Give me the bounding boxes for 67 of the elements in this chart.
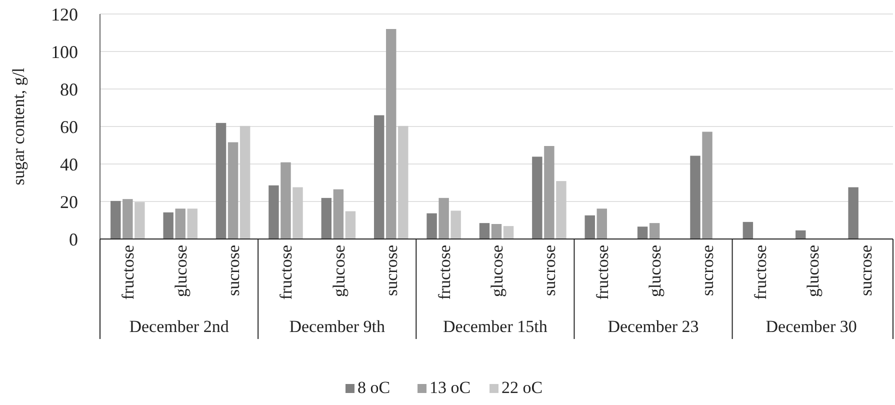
bar xyxy=(742,222,754,239)
bar xyxy=(292,187,303,239)
bar xyxy=(216,122,226,239)
bar xyxy=(544,146,554,239)
x-tick-label: fructose xyxy=(276,245,296,300)
bar xyxy=(690,156,700,239)
text: December 9th xyxy=(289,317,386,336)
text: December 15th xyxy=(443,317,548,336)
y-tick-label: 40 xyxy=(60,154,78,174)
bar xyxy=(479,223,490,239)
bar xyxy=(398,126,408,239)
legend-label: 8 oC xyxy=(358,378,390,397)
bar xyxy=(333,189,344,239)
bar xyxy=(796,230,806,239)
x-tick-label: fructose xyxy=(118,245,138,300)
x-tick-label: glucose xyxy=(329,245,348,297)
bar xyxy=(556,181,566,239)
x-tick-label: fructose xyxy=(592,245,612,300)
legend-label: 22 oC xyxy=(502,378,543,397)
bar xyxy=(110,200,121,239)
bar xyxy=(596,208,607,239)
bar xyxy=(491,224,502,239)
bar xyxy=(134,202,145,239)
y-tick-label: 0 xyxy=(69,229,78,250)
bar xyxy=(187,208,198,239)
bar xyxy=(345,211,356,239)
x-tick-label: glucose xyxy=(646,245,665,297)
x-tick-label: glucose xyxy=(804,245,823,297)
bar xyxy=(386,29,396,239)
bar xyxy=(637,226,648,239)
bar xyxy=(649,223,660,239)
x-tick-label: glucose xyxy=(487,245,506,297)
bar xyxy=(240,126,250,239)
bar xyxy=(228,142,238,239)
y-tick-label: 120 xyxy=(51,4,78,24)
bar xyxy=(584,215,595,239)
bar xyxy=(280,162,291,239)
x-tick-label: fructose xyxy=(750,245,770,300)
bar xyxy=(321,198,332,239)
text: December 30 xyxy=(766,317,857,336)
y-tick-label: 80 xyxy=(60,79,78,100)
bar xyxy=(532,156,542,239)
text: December 23 xyxy=(608,317,699,336)
y-tick-label: 60 xyxy=(60,116,78,137)
x-tick-label: sucrose xyxy=(698,245,718,296)
bar xyxy=(426,213,437,239)
y-axis-title: sugar content, g/l xyxy=(9,67,28,186)
x-tick-label: sucrose xyxy=(540,245,560,296)
x-tick-label: sucrose xyxy=(382,245,402,296)
x-tick-label: fructose xyxy=(434,245,454,300)
bar xyxy=(503,226,514,239)
y-tick-label: 100 xyxy=(51,42,78,62)
bar xyxy=(450,210,461,239)
bar xyxy=(438,198,449,239)
bar xyxy=(702,132,712,239)
bar xyxy=(268,185,279,239)
bar xyxy=(374,115,384,239)
x-tick-label: glucose xyxy=(171,245,190,297)
bar xyxy=(122,199,133,239)
bar xyxy=(848,187,858,239)
bar xyxy=(163,212,174,239)
x-tick-label: sucrose xyxy=(856,245,876,296)
y-tick-label: 20 xyxy=(60,192,78,212)
text: December 2nd xyxy=(129,317,230,336)
legend-label: 13 oC xyxy=(430,378,471,397)
x-tick-label: sucrose xyxy=(224,245,243,296)
bar xyxy=(175,208,186,239)
